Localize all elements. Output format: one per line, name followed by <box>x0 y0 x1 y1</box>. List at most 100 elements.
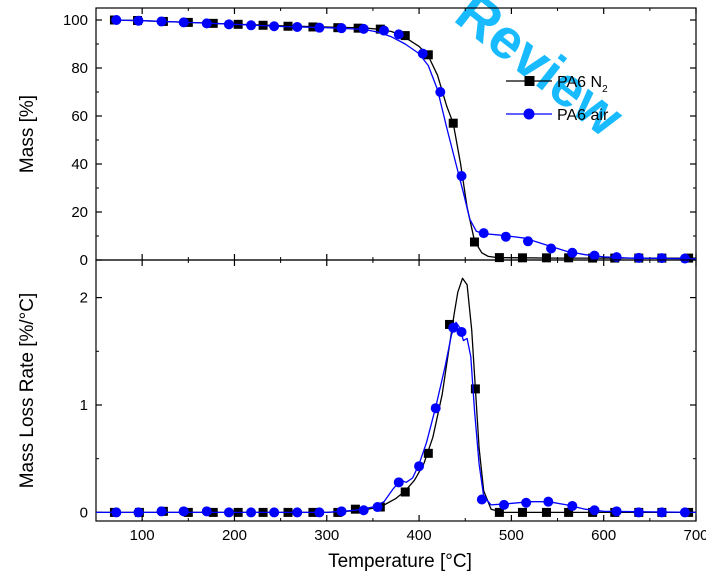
top-series-n2-line <box>114 19 696 259</box>
x-tick-label: 200 <box>222 527 247 544</box>
bottom-series-air-point <box>656 507 667 518</box>
top-series-air-point <box>201 18 212 29</box>
bottom-series-air-point <box>111 507 122 518</box>
top-series-air-point <box>611 252 622 263</box>
top-series-air-point <box>223 19 234 30</box>
legend-air-marker <box>523 108 535 120</box>
legend-n2-subscript: 2 <box>602 84 608 95</box>
bottom-plot-frame <box>95 259 697 522</box>
x-tick-label: 300 <box>314 527 339 544</box>
bottom-series-air-point <box>336 506 347 517</box>
top-series-air-point <box>589 250 600 261</box>
bottom-series-air-point <box>430 403 441 414</box>
bottom-series-air-point <box>414 461 425 472</box>
top-series-air-point <box>656 253 667 264</box>
top-y-tick-label: 100 <box>63 12 88 29</box>
legend-n2-marker <box>524 76 535 86</box>
bottom-series-air-point <box>611 506 622 517</box>
bottom-panel: 0 1 2 100 200 300 400 500 600 700 Mass Loss Rate [… <box>17 259 706 572</box>
bottom-series-n2-line <box>96 277 696 514</box>
legend: PA6 N2 PA6 air <box>506 74 609 124</box>
top-y-tick-label: 20 <box>71 204 88 221</box>
top-series-air-point <box>246 20 257 31</box>
top-series-air-line <box>114 19 697 260</box>
top-series-air-point <box>358 23 369 34</box>
top-series-air-point <box>456 171 467 181</box>
bottom-series-n2-point <box>423 448 433 458</box>
top-series-air-point <box>500 231 511 242</box>
bottom-series-n2-point <box>564 507 574 517</box>
legend-n2-name: PA6 N <box>557 74 602 91</box>
top-series-air-point <box>292 21 303 32</box>
top-panel: 0 20 40 60 80 100 Mass [%] PA6 N2 PA6 air <box>17 7 697 269</box>
top-series-air-point <box>435 87 446 97</box>
top-series-air-point <box>567 247 578 258</box>
x-tick-label: 600 <box>591 527 616 544</box>
top-series-air-point <box>111 15 122 25</box>
bottom-y-tick-label: 1 <box>80 397 88 414</box>
legend-n2-label: PA6 N2 <box>557 74 608 95</box>
top-y-tick-label: 80 <box>71 60 88 77</box>
top-series-air-point <box>269 21 280 32</box>
top-series-air-point <box>156 16 167 27</box>
top-series-air-point <box>379 25 389 36</box>
bottom-series-air-point <box>448 322 459 333</box>
bottom-series-air-point <box>201 506 212 517</box>
top-series-n2-point <box>517 253 527 263</box>
bottom-series-air-point <box>543 496 554 507</box>
bottom-series-air-point <box>456 326 467 337</box>
bottom-series-air-point <box>223 507 234 518</box>
top-series-n2-point <box>494 253 504 263</box>
bottom-series-air-point <box>633 507 644 518</box>
bottom-series-air-point <box>521 497 532 508</box>
top-y-axis-title: Mass [%] <box>17 95 38 173</box>
review-watermark: Review <box>445 0 636 149</box>
bottom-y-tick-label: 2 <box>80 290 88 307</box>
x-tick-label: 100 <box>130 527 155 544</box>
bottom-series-n2-point <box>494 507 504 517</box>
bottom-series-n2-point <box>470 384 480 394</box>
bottom-series-n2-point <box>517 507 527 517</box>
top-series-n2-point <box>469 237 479 247</box>
bottom-series-air-point <box>358 505 369 516</box>
x-tick-label: 400 <box>407 527 432 544</box>
top-series-air-point <box>679 253 690 264</box>
bottom-series-n2-point <box>541 507 551 517</box>
bottom-series-air-point <box>567 500 578 511</box>
top-series-air-point <box>633 252 644 263</box>
top-y-tick-label: 0 <box>80 252 88 269</box>
top-series-air-point <box>336 23 347 34</box>
bottom-series-air-point <box>589 505 600 516</box>
bottom-series-air-point <box>133 507 144 518</box>
top-series-n2-point <box>541 253 551 263</box>
top-series-n2-point <box>564 253 574 263</box>
top-series-air-point <box>133 15 144 26</box>
top-series-air-point <box>393 29 404 40</box>
bottom-series-n2-point <box>400 487 410 497</box>
top-series-air-point <box>178 17 189 28</box>
bottom-series-air-point <box>292 507 303 518</box>
bottom-series-air-point <box>679 507 690 518</box>
bottom-y-axis-title: Mass Loss Rate [%/°C] <box>17 293 38 489</box>
x-tick-label: 700 <box>683 527 706 544</box>
x-axis-title: Temperature [°C] <box>328 551 472 572</box>
x-tick-label: 500 <box>499 527 524 544</box>
bottom-series-air-line <box>96 321 697 514</box>
bottom-series-air-point <box>156 506 167 517</box>
bottom-series-air-point <box>499 499 509 510</box>
bottom-series-air-point <box>393 477 404 488</box>
bottom-series-air-point <box>314 507 325 518</box>
top-series-air-point <box>314 22 325 33</box>
top-series-n2-point <box>353 23 363 33</box>
bottom-series-air-point <box>246 507 257 518</box>
top-series-air-point <box>523 236 533 247</box>
legend-air-label: PA6 air <box>557 107 609 124</box>
bottom-series-air-point <box>476 494 487 505</box>
bottom-y-tick-label: 0 <box>80 504 88 521</box>
top-series-air-point <box>478 228 489 239</box>
bottom-series-air-point <box>372 502 383 513</box>
bottom-series-air-point <box>178 506 189 517</box>
top-series-air-point <box>546 243 557 254</box>
